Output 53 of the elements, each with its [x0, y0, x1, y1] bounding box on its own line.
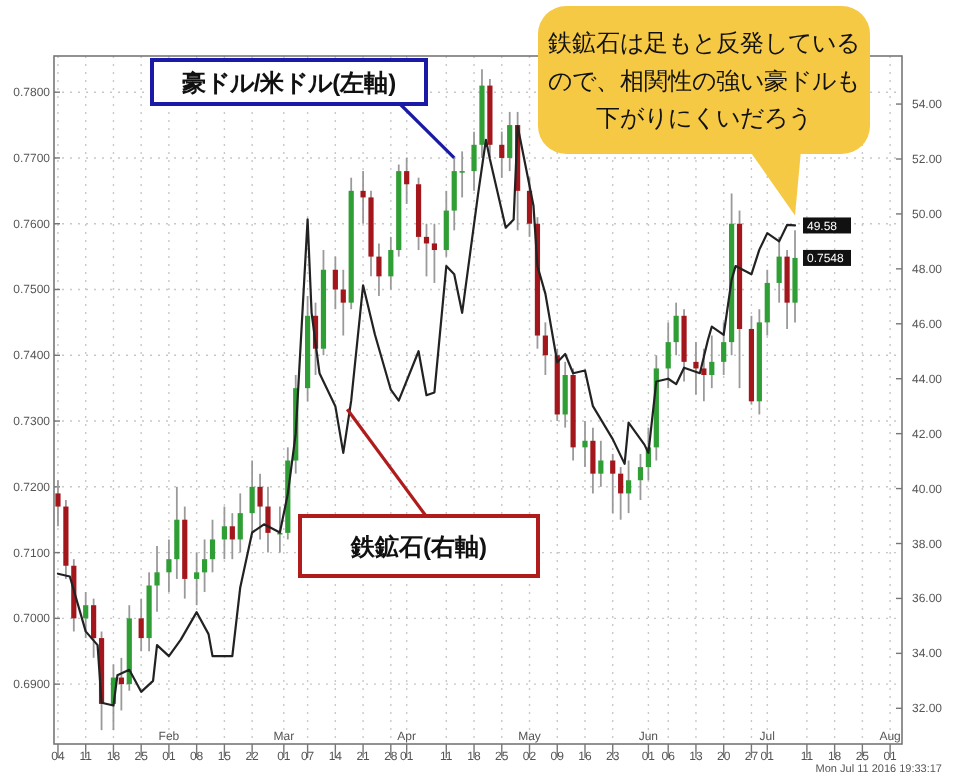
annotation: 鉄鉱石は足もと反発しているので、相関性の強い豪ドルも下がりにくいだろう — [548, 29, 860, 132]
candlestick — [618, 466, 624, 521]
candlestick — [174, 485, 180, 580]
candlestick — [376, 242, 382, 297]
candlestick — [681, 308, 687, 383]
candlestick — [673, 301, 679, 357]
candlestick — [431, 222, 438, 284]
candlestick — [542, 321, 548, 376]
candlestick — [332, 255, 338, 311]
callout: 鉄鉱石は足もと反発しているので、相関性の強い豪ドルも下がりにくいだろう — [538, 6, 870, 216]
candlestick — [507, 111, 513, 173]
candlestick — [665, 321, 671, 390]
candlestick — [340, 268, 346, 337]
candlestick — [201, 538, 208, 593]
candlestick — [221, 505, 227, 561]
candlestick — [471, 130, 477, 192]
candlestick — [138, 597, 144, 653]
candlestick — [265, 485, 271, 554]
callout: 豪ドル/米ドル(左軸) — [150, 58, 456, 160]
candlestick — [637, 453, 644, 501]
candlestick — [91, 597, 97, 659]
candlestick — [721, 321, 727, 376]
annotation: 鉄鉱石(右軸) — [349, 532, 487, 561]
candlestick — [784, 249, 790, 330]
candlestick — [443, 189, 449, 258]
candlestick — [404, 157, 410, 205]
candlestick — [764, 268, 770, 337]
candlestick — [154, 545, 160, 613]
candlestick — [709, 334, 715, 390]
candlestick — [582, 420, 588, 468]
candlestick — [693, 341, 699, 396]
candlestick — [249, 459, 255, 534]
candlestick — [166, 538, 172, 593]
candlestick — [388, 235, 394, 291]
candlestick — [701, 347, 707, 403]
candlestick — [451, 157, 457, 232]
candlestick — [194, 551, 200, 607]
callout: 鉄鉱石(右軸) — [298, 408, 540, 578]
candlestick — [625, 459, 632, 515]
candlestick — [610, 453, 616, 515]
candlestick — [776, 235, 782, 304]
candlestick — [562, 360, 568, 429]
candlestick — [237, 492, 243, 554]
candlestick — [598, 439, 604, 488]
candlestick — [257, 472, 263, 541]
candlestick — [590, 426, 596, 495]
candlestick — [499, 130, 505, 179]
candlestick — [209, 518, 216, 574]
candlestick — [792, 229, 798, 324]
candlestick — [83, 591, 89, 639]
annotation: 豪ドル/米ドル(左軸) — [179, 68, 397, 97]
candlestick — [360, 170, 366, 225]
candlestick — [229, 512, 235, 561]
